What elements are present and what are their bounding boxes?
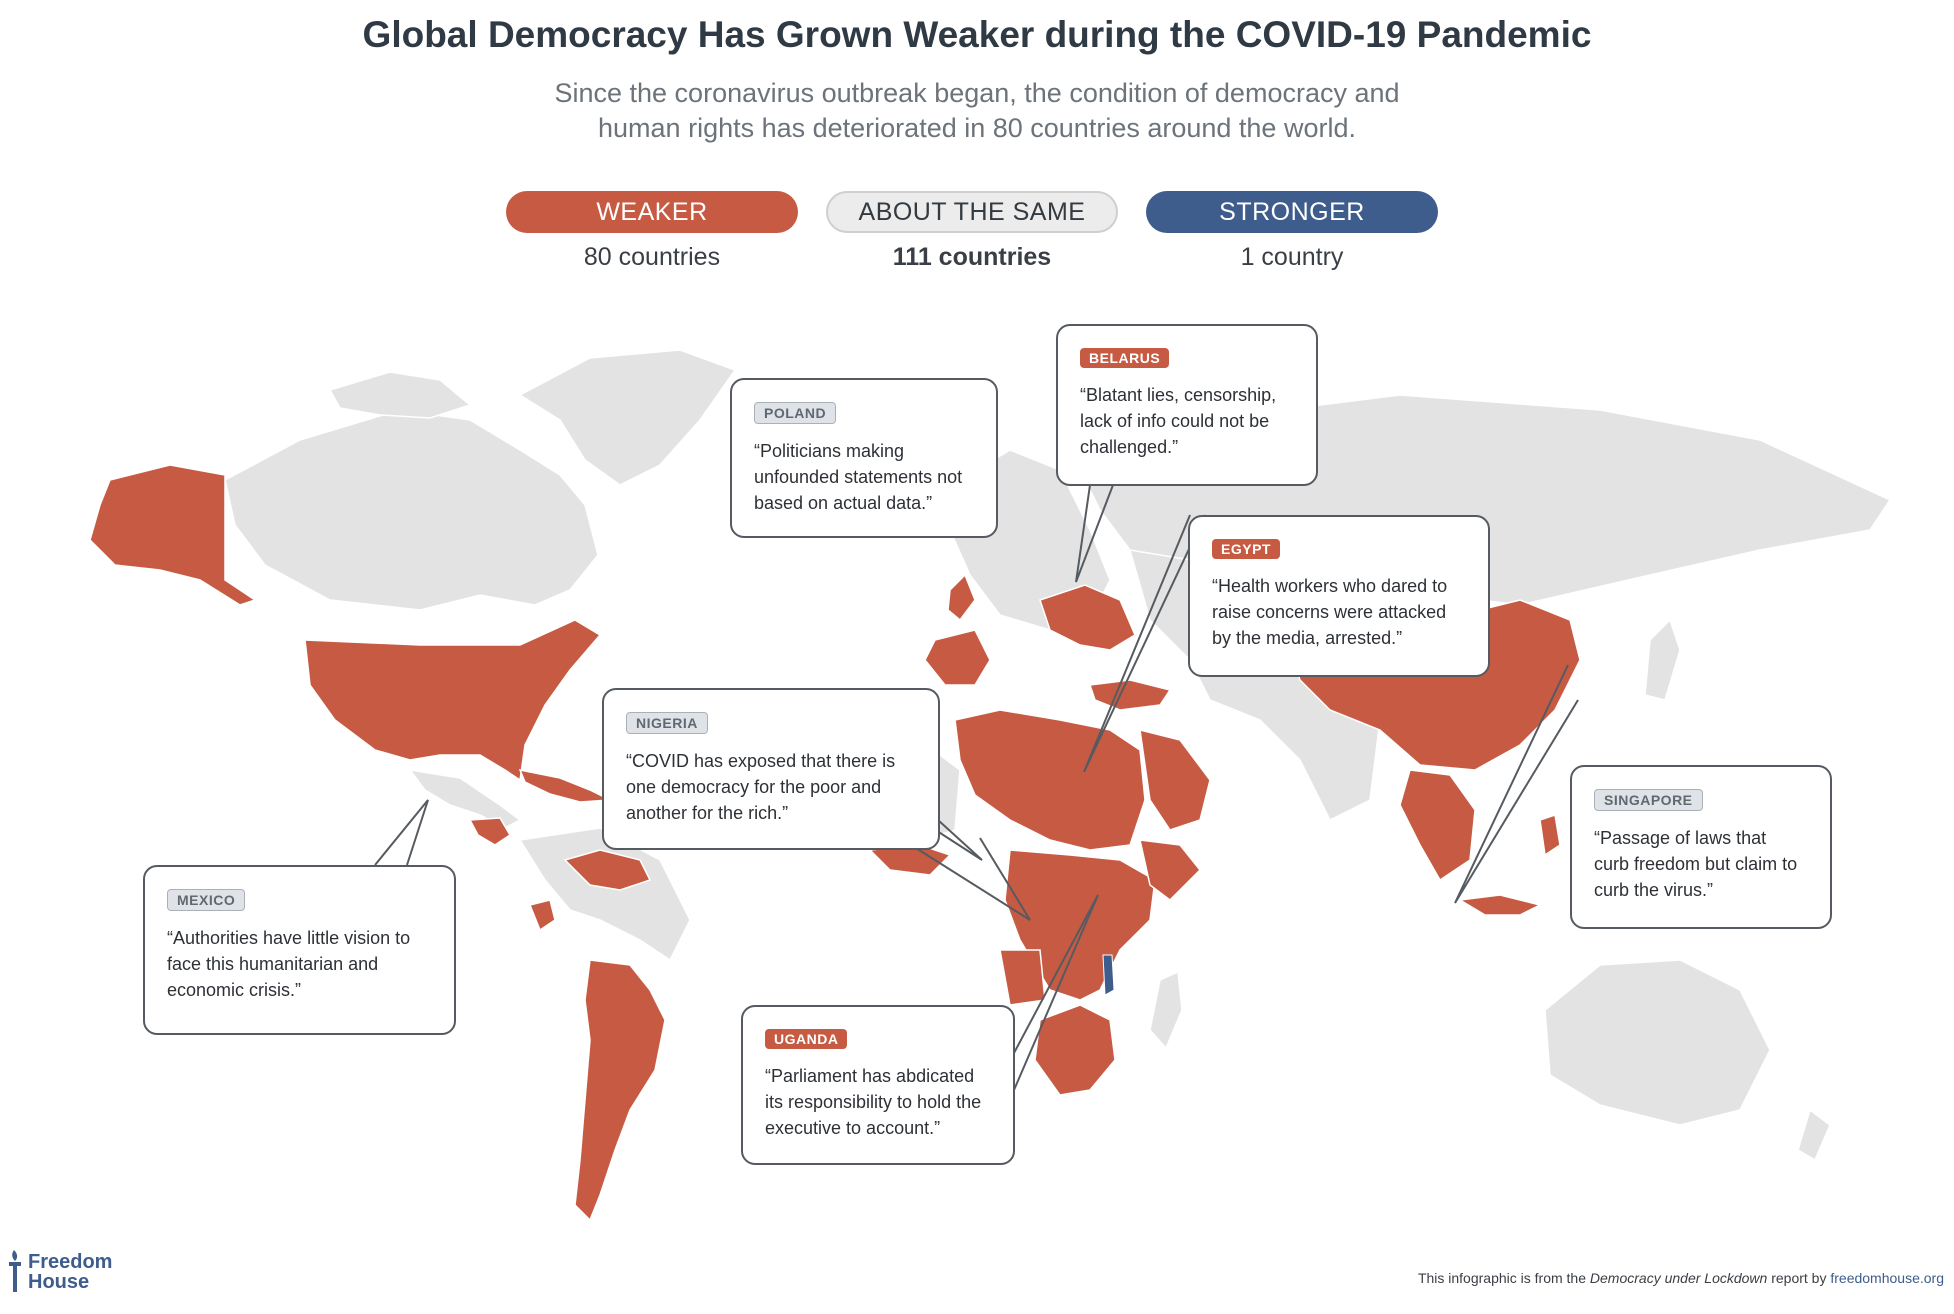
land-france <box>924 629 991 686</box>
callout-nigeria: NIGERIA “COVID has exposed that there is… <box>602 688 940 850</box>
callout-uganda: UGANDA “Parliament has abdicated its res… <box>741 1005 1015 1165</box>
callout-singapore: SINGAPORE “Passage of laws that curb fre… <box>1570 765 1832 929</box>
land-central-america <box>408 768 522 829</box>
land-caribbean <box>518 768 613 803</box>
legend-weaker: WEAKER 80 countries <box>506 191 798 272</box>
land-horn-of-africa <box>1139 839 1202 901</box>
callout-egypt: EGYPT “Health workers who dared to raise… <box>1188 515 1490 677</box>
land-angola <box>999 949 1046 1006</box>
callout-mexico: MEXICO “Authorities have little vision t… <box>143 865 456 1035</box>
belarus-leader <box>1075 484 1114 583</box>
page-title: Global Democracy Has Grown Weaker during… <box>362 14 1592 55</box>
land-australia <box>1544 959 1771 1126</box>
land-arctic-islands <box>328 371 472 419</box>
callout-belarus-tag: BELARUS <box>1080 348 1170 368</box>
stronger-land <box>1102 954 1115 996</box>
land-united-states <box>304 619 602 782</box>
legend-same-pill: ABOUT THE SAME <box>826 191 1118 233</box>
egypt-leader <box>1083 514 1206 773</box>
land-madagascar <box>1149 970 1183 1050</box>
footer-middle: report by <box>1767 1270 1831 1286</box>
callout-nigeria-tag: NIGERIA <box>626 712 708 734</box>
callout-poland: POLAND “Politicians making unfounded sta… <box>730 378 998 538</box>
footer-prefix: This infographic is from the <box>1417 1270 1590 1286</box>
land-turkey <box>1088 679 1172 711</box>
land-southern-africa <box>1034 1004 1116 1096</box>
legend-stronger: STRONGER 1 country <box>1146 191 1438 272</box>
logo-line-2: House <box>28 1271 90 1293</box>
callout-belarus: BELARUS “Blatant lies, censorship, lack … <box>1056 324 1318 486</box>
subtitle: Since the coronavirus outbreak began, th… <box>0 76 1954 146</box>
callout-uganda-tag: UGANDA <box>765 1029 848 1049</box>
land-indonesia <box>1457 894 1543 916</box>
torch-icon <box>9 1250 21 1292</box>
callout-belarus-quote: “Blatant lies, censorship, lack of info … <box>1080 385 1277 457</box>
poland-leader <box>899 837 1031 921</box>
land-alaska <box>89 464 257 606</box>
logo-line-1: Freedom <box>28 1251 113 1273</box>
nigeria-leader <box>919 819 983 861</box>
land-greenland <box>518 349 737 486</box>
legend-stronger-count: 1 country <box>1240 243 1344 271</box>
subtitle-line-2: human rights has deteriorated in 80 coun… <box>598 113 1356 143</box>
singapore-leader <box>1454 664 1579 904</box>
land-philippines <box>1539 814 1561 857</box>
callout-uganda-quote: “Parliament has abdicated its responsibi… <box>765 1066 982 1138</box>
land-eastern-europe <box>1039 584 1136 651</box>
legend-weaker-count: 80 countries <box>583 243 721 271</box>
callout-leaders <box>374 484 1579 1091</box>
callout-poland-tag: POLAND <box>754 402 837 424</box>
callout-poland-quote: “Politicians making unfounded statements… <box>754 441 963 513</box>
land-ecuador <box>528 899 556 932</box>
callout-mexico-tag: MEXICO <box>167 889 246 911</box>
subtitle-line-1: Since the coronavirus outbreak began, th… <box>554 78 1400 108</box>
land-southern-cone <box>574 959 666 1222</box>
land-uk <box>947 573 976 622</box>
land-north-africa <box>954 709 1146 851</box>
land-mexico-central <box>468 817 512 846</box>
land-southeast-asia <box>1399 769 1476 882</box>
mexico-leader <box>374 799 429 866</box>
land-venezuela <box>563 849 652 891</box>
callout-singapore-tag: SINGAPORE <box>1594 789 1703 811</box>
weaker-land <box>89 464 1581 1222</box>
callout-egypt-tag: EGYPT <box>1212 539 1280 559</box>
legend-same: ABOUT THE SAME 111 countries <box>826 191 1118 272</box>
land-malawi <box>1102 954 1115 996</box>
callout-nigeria-quote: “COVID has exposed that there is one dem… <box>626 751 896 823</box>
footer-credit: This infographic is from the Democracy u… <box>1418 1270 1944 1286</box>
callout-singapore-quote: “Passage of laws that curb freedom but c… <box>1594 828 1798 900</box>
uganda-leader <box>1013 894 1099 1091</box>
legend-weaker-pill: WEAKER <box>506 191 798 233</box>
footer-site-link[interactable]: freedomhouse.org <box>1830 1270 1944 1286</box>
land-japan <box>1644 618 1681 701</box>
freedom-house-logo: Freedom House <box>6 1246 126 1296</box>
callout-egypt-quote: “Health workers who dared to raise conce… <box>1212 576 1448 648</box>
legend-stronger-pill: STRONGER <box>1146 191 1438 233</box>
callout-mexico-quote: “Authorities have little vision to face … <box>167 928 411 1000</box>
land-new-zealand <box>1797 1108 1831 1162</box>
land-canada <box>224 409 599 611</box>
land-arabia <box>1139 729 1211 831</box>
footer-report-title: Democracy under Lockdown <box>1589 1270 1768 1286</box>
legend-same-count: 111 countries <box>892 243 1052 271</box>
